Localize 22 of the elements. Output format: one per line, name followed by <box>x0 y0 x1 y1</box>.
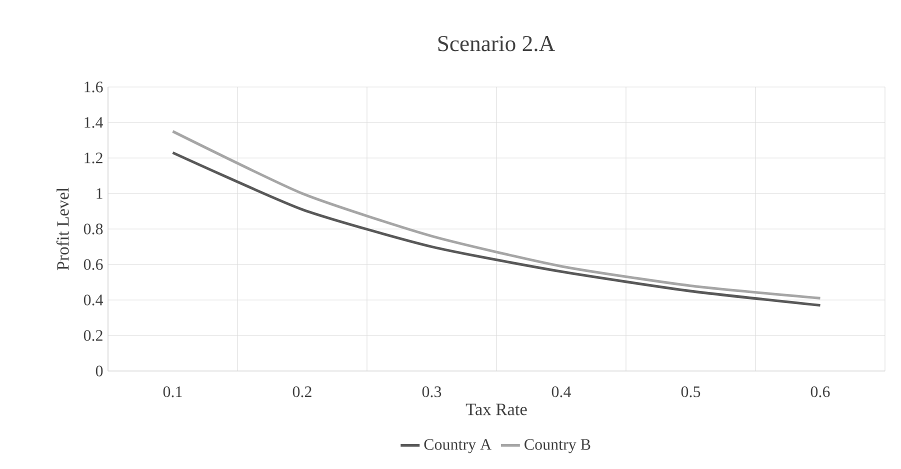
legend-label: Country B <box>524 439 590 454</box>
line-series <box>171 130 822 300</box>
y-tick-label: 0.2 <box>84 330 102 341</box>
y-tick-label: 0.4 <box>84 294 104 306</box>
x-tick-label: 0.4 <box>552 386 572 398</box>
y-tick-label: 1.2 <box>84 152 102 164</box>
line-series <box>171 151 822 307</box>
x-tick-label: 0.2 <box>292 386 312 398</box>
y-tick-label: 0.6 <box>84 259 103 270</box>
y-tick-label: 1 <box>96 188 102 199</box>
x-axis-title: Tax Rate <box>466 404 527 416</box>
chart-title: Scenario 2.A <box>438 36 556 52</box>
y-tick-label: 1.6 <box>84 82 103 92</box>
y-tick-label: 1.4 <box>84 117 104 128</box>
x-tick-label: 0.6 <box>810 386 830 398</box>
x-tick-label: 0.5 <box>681 386 700 398</box>
y-axis-title: Profit Level <box>56 188 69 270</box>
y-tick-label: 0 <box>96 366 103 376</box>
legend-label: Country A <box>424 439 492 454</box>
x-tick-label: 0.3 <box>422 386 442 398</box>
x-tick-label: 0.1 <box>163 386 182 398</box>
y-tick-label: 0.8 <box>84 224 103 234</box>
